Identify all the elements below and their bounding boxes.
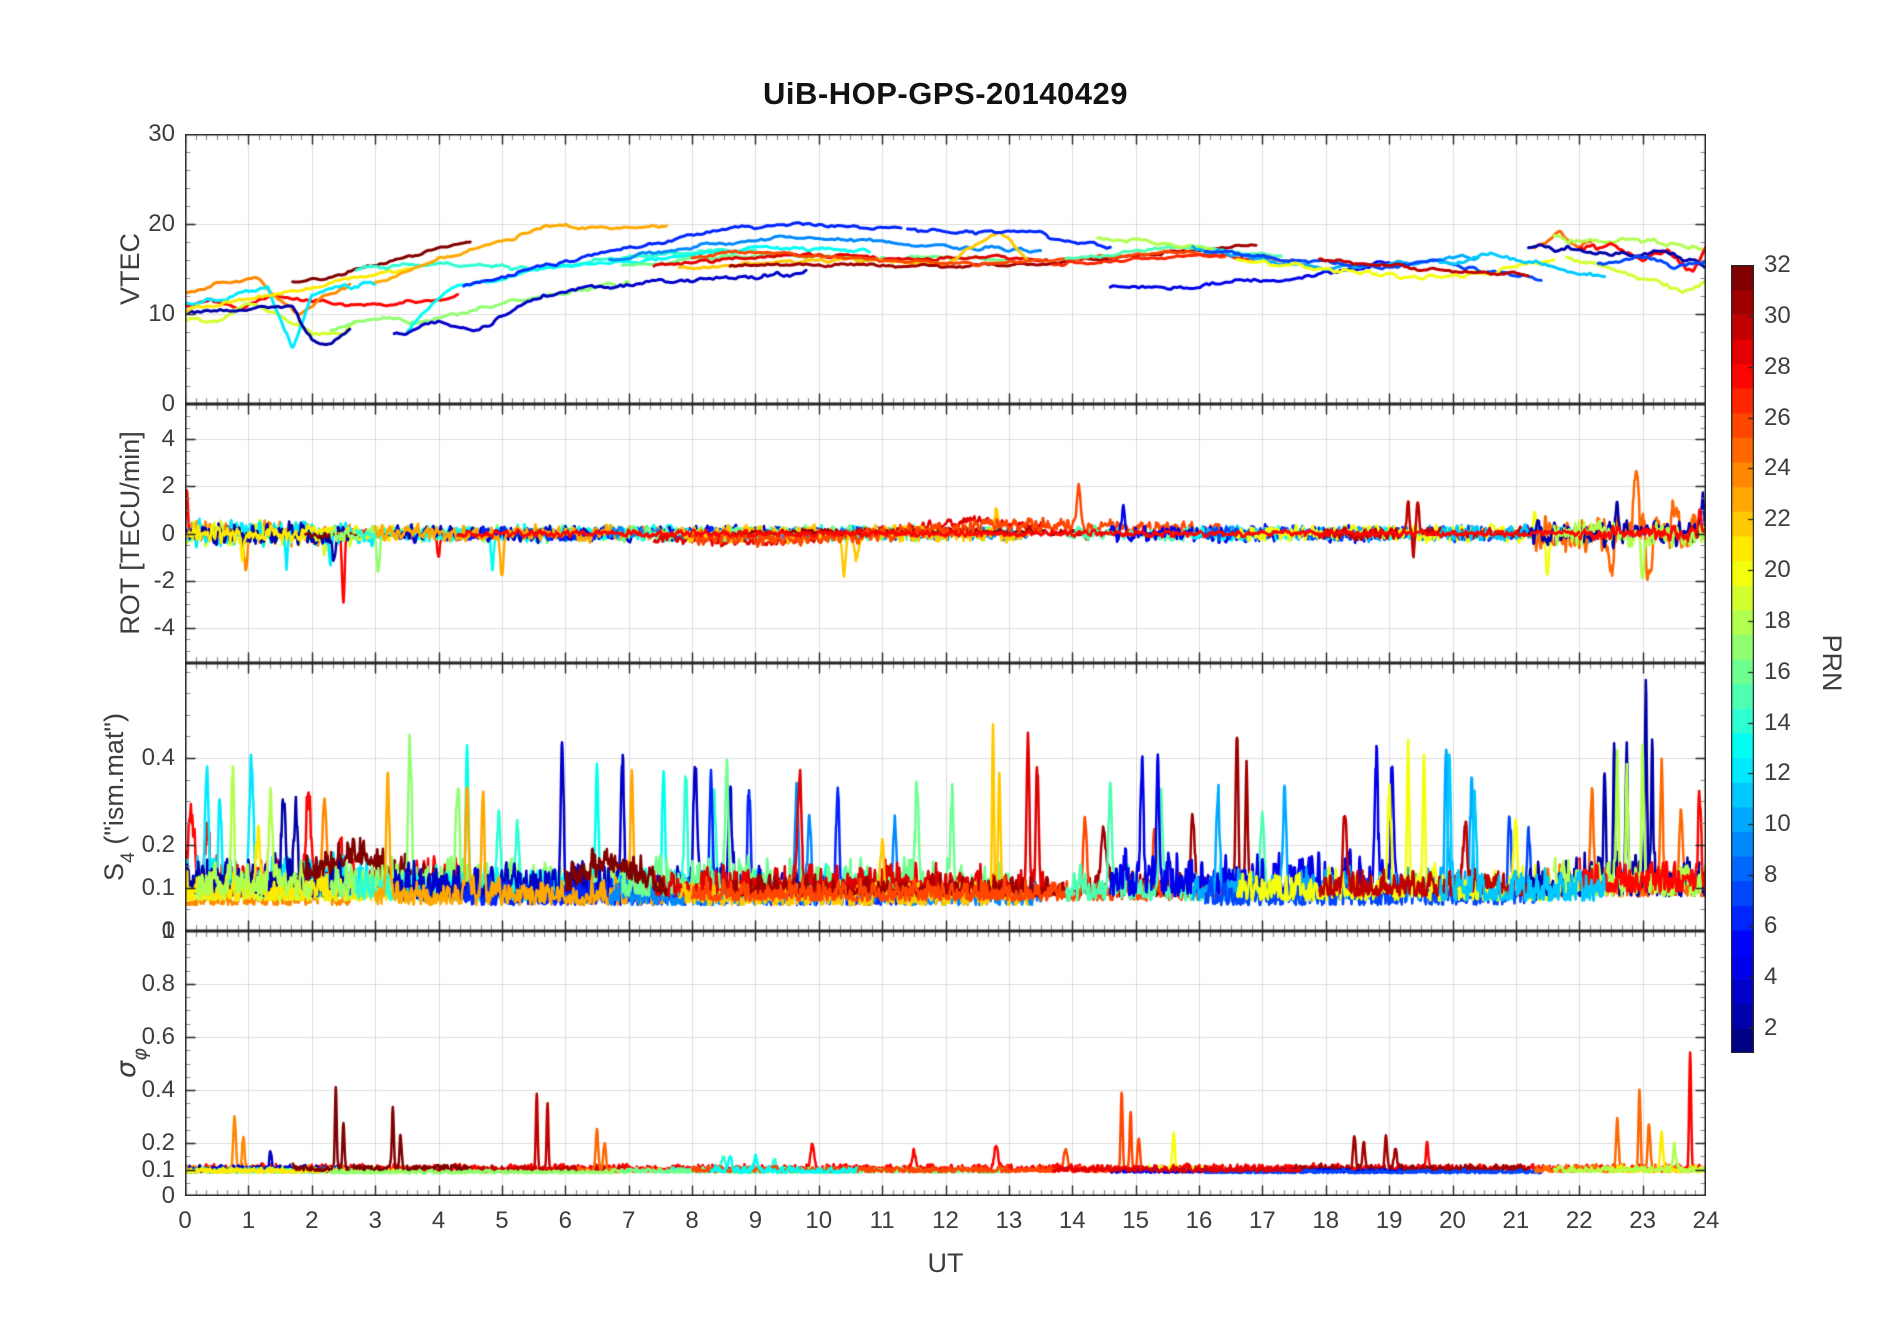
y-tick-label: 0.2 bbox=[141, 1129, 175, 1156]
y-tick-label: 0.4 bbox=[141, 1076, 175, 1103]
colorbar-tick-label: 28 bbox=[1764, 352, 1791, 380]
x-tick-label: 12 bbox=[932, 1207, 959, 1234]
rot-panel-canvas bbox=[185, 404, 1706, 663]
y-tick-label: -2 bbox=[153, 566, 175, 594]
y-tick-label: -4 bbox=[153, 613, 175, 641]
prn-colorbar bbox=[1731, 265, 1754, 1053]
x-tick-label: 9 bbox=[748, 1207, 763, 1234]
y-tick-label: 4 bbox=[161, 425, 175, 453]
colorbar-tick-label: 26 bbox=[1764, 403, 1791, 431]
x-tick-label: 1 bbox=[241, 1207, 256, 1234]
x-tick-label: 11 bbox=[869, 1207, 895, 1234]
colorbar-tick-label: 20 bbox=[1764, 556, 1791, 584]
x-tick-label: 6 bbox=[558, 1207, 572, 1234]
colorbar-tick-label: 6 bbox=[1764, 911, 1778, 939]
x-tick-label: 8 bbox=[685, 1207, 699, 1234]
colorbar-tick-label: 12 bbox=[1764, 759, 1791, 787]
colorbar-tick-label: 14 bbox=[1764, 708, 1791, 736]
colorbar-tick-label: 24 bbox=[1764, 454, 1791, 482]
y-tick-label: 30 bbox=[148, 120, 175, 147]
y-tick-label: 20 bbox=[148, 210, 175, 237]
vtec-panel-canvas bbox=[185, 134, 1706, 404]
colorbar-tick-label: 32 bbox=[1764, 251, 1791, 278]
x-tick-label: 10 bbox=[805, 1207, 833, 1234]
y-tick-label: 0 bbox=[161, 1182, 175, 1209]
y-tick-label: 0.1 bbox=[141, 1155, 175, 1183]
colorbar-tick-label: 18 bbox=[1764, 606, 1791, 634]
colorbar-tick-label: 16 bbox=[1764, 657, 1791, 685]
colorbar-tick-label: 22 bbox=[1764, 505, 1791, 533]
colorbar-tick-label: 4 bbox=[1764, 962, 1778, 990]
x-tick-label: 18 bbox=[1312, 1207, 1340, 1234]
x-tick-label: 16 bbox=[1185, 1207, 1213, 1234]
x-tick-label: 2 bbox=[305, 1207, 319, 1234]
y-tick-label: 0 bbox=[161, 390, 175, 417]
sigma-phi-panel-canvas bbox=[185, 931, 1706, 1196]
x-tick-label: 4 bbox=[431, 1207, 446, 1234]
colorbar-tick-label: 30 bbox=[1764, 301, 1791, 329]
y-tick-label: 0.4 bbox=[141, 744, 175, 772]
colorbar-tick-label: 8 bbox=[1764, 861, 1778, 889]
x-tick-label: 20 bbox=[1439, 1207, 1466, 1234]
x-tick-label: 22 bbox=[1565, 1207, 1593, 1234]
x-tick-label: 23 bbox=[1629, 1207, 1656, 1234]
x-tick-label: 17 bbox=[1249, 1207, 1276, 1234]
y-tick-label: 0 bbox=[161, 917, 175, 944]
colorbar-tick-label: 2 bbox=[1764, 1013, 1778, 1041]
x-tick-label: 5 bbox=[495, 1207, 509, 1234]
y-tick-label: 0 bbox=[161, 519, 175, 547]
x-tick-label: 21 bbox=[1502, 1207, 1530, 1234]
y-tick-label: 10 bbox=[148, 300, 175, 327]
y-tick-label: 1 bbox=[161, 917, 175, 944]
s4-panel-canvas bbox=[185, 663, 1706, 931]
y-tick-label: 0.2 bbox=[141, 830, 175, 858]
x-tick-label: 13 bbox=[995, 1207, 1023, 1234]
colorbar-tick-label: 10 bbox=[1764, 810, 1791, 838]
y-tick-label: 0.6 bbox=[141, 1023, 175, 1050]
x-tick-label: 24 bbox=[1692, 1207, 1720, 1234]
y-tick-label: 0.8 bbox=[141, 970, 175, 997]
x-tick-label: 7 bbox=[621, 1207, 636, 1234]
x-tick-label: 19 bbox=[1375, 1207, 1403, 1234]
x-axis-label: UT bbox=[927, 1248, 964, 1278]
x-tick-label: 3 bbox=[368, 1207, 382, 1234]
x-tick-label: 0 bbox=[178, 1207, 192, 1234]
x-tick-label: 14 bbox=[1058, 1207, 1086, 1234]
chart-title: UiB-HOP-GPS-20140429 bbox=[763, 76, 1128, 111]
y-tick-label: 0.1 bbox=[141, 873, 175, 901]
x-tick-label: 15 bbox=[1122, 1207, 1149, 1234]
y-tick-label: 2 bbox=[161, 472, 175, 500]
